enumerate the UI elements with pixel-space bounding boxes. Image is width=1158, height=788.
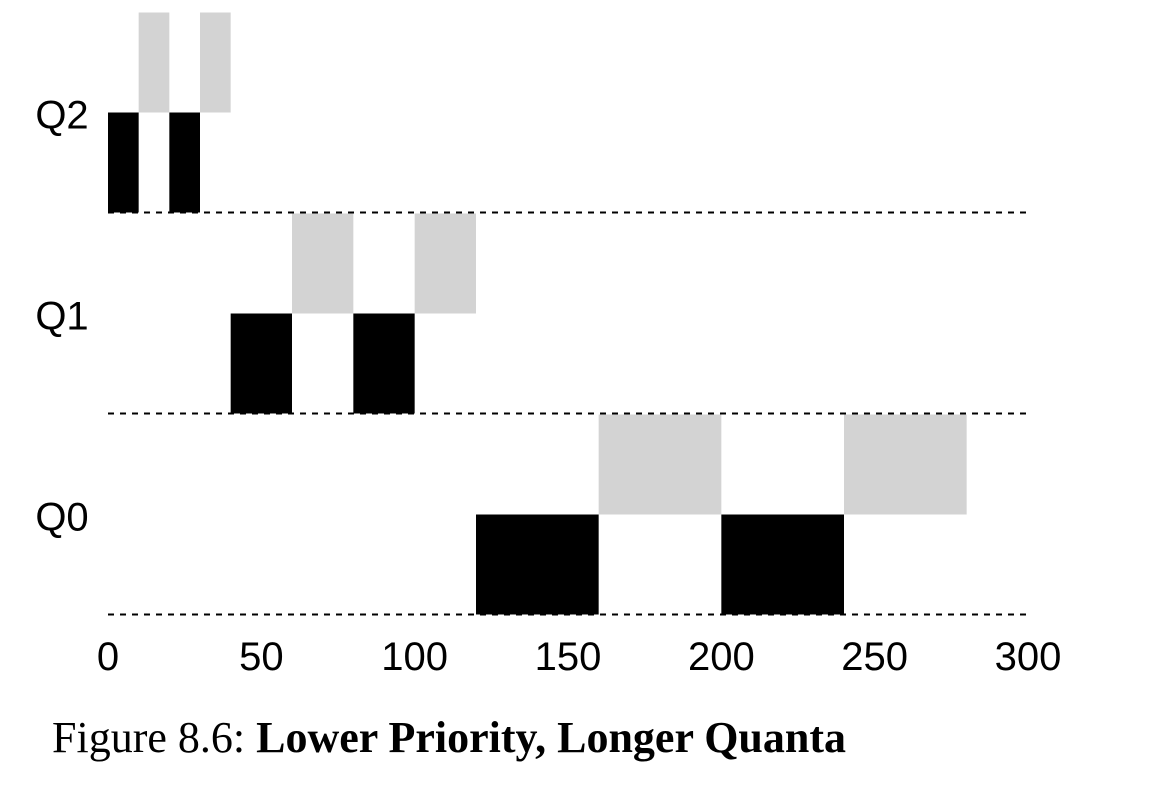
segment-q2-job-b-1 (138, 12, 170, 113)
x-tick-label-50: 50 (239, 635, 284, 679)
caption-title: Lower Priority, Longer Quanta (256, 713, 847, 762)
segment-q2-job-b-3 (200, 12, 231, 113)
x-tick-label-200: 200 (688, 635, 755, 679)
segment-q0-job-a-8 (476, 514, 599, 615)
chart: Q2 Q1 Q0 0 50 100 150 200 250 300 (35, 12, 1062, 679)
caption-prefix: Figure 8.6: (52, 713, 257, 762)
segment-q0-job-b-9 (598, 414, 722, 515)
segment-q0-job-b-11 (844, 414, 967, 515)
x-tick-label-100: 100 (381, 635, 448, 679)
x-tick-label-250: 250 (841, 635, 908, 679)
figure-caption: Figure 8.6: Lower Priority, Longer Quant… (52, 712, 846, 763)
x-tick-label-300: 300 (995, 635, 1062, 679)
segment-q1-job-b-5 (292, 213, 354, 314)
x-tick-label-0: 0 (97, 635, 119, 679)
segment-q1-job-a-6 (353, 313, 415, 414)
segment-q0-job-a-10 (721, 514, 844, 615)
x-tick-label-150: 150 (535, 635, 602, 679)
segment-q1-job-b-7 (414, 213, 476, 314)
queue-label-q2: Q2 (35, 94, 88, 138)
segment-q2-job-a-2 (169, 112, 200, 213)
segment-q2-job-a-0 (108, 112, 139, 213)
segment-q1-job-a-4 (230, 313, 292, 414)
queue-label-q0: Q0 (35, 496, 88, 540)
queue-label-q1: Q1 (35, 295, 88, 339)
